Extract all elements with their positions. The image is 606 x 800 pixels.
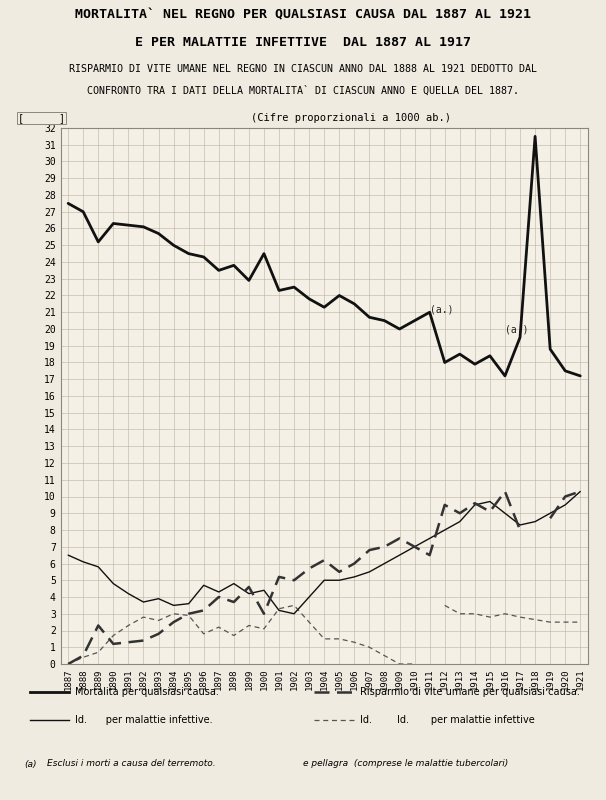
Text: CONFRONTO TRA I DATI DELLA MORTALITÀ DI CIASCUN ANNO E QUELLA DEL 1887.: CONFRONTO TRA I DATI DELLA MORTALITÀ DI… bbox=[87, 86, 519, 95]
Text: [      ]: [ ] bbox=[18, 113, 65, 122]
Text: (a.): (a.) bbox=[505, 324, 528, 334]
Text: (Cifre proporzionali a 1000 ab.): (Cifre proporzionali a 1000 ab.) bbox=[250, 113, 451, 122]
Text: Id.        Id.       per malattie infettive: Id. Id. per malattie infettive bbox=[360, 715, 534, 725]
Text: Mortalità per qualsiasi causa.: Mortalità per qualsiasi causa. bbox=[75, 686, 219, 698]
Text: e pellagra  (comprese le malattie tubercolari): e pellagra (comprese le malattie tuberco… bbox=[303, 759, 508, 769]
Text: (a.): (a.) bbox=[430, 304, 453, 314]
Text: RISPARMIO DI VITE UMANE NEL REGNO IN CIASCUN ANNO DAL 1888 AL 1921 DEDOTTO DAL: RISPARMIO DI VITE UMANE NEL REGNO IN CIA… bbox=[69, 65, 537, 74]
Text: Esclusi i morti a causa del terremoto.: Esclusi i morti a causa del terremoto. bbox=[47, 759, 215, 769]
Text: Id.      per malattie infettive.: Id. per malattie infettive. bbox=[75, 715, 213, 725]
Text: MORTALITÀ NEL REGNO PER QUALSIASI CAUSA DAL 1887 AL 1921: MORTALITÀ NEL REGNO PER QUALSIASI CAUSA… bbox=[75, 8, 531, 22]
Text: E PER MALATTIE INFETTIVE  DAL 1887 AL 1917: E PER MALATTIE INFETTIVE DAL 1887 AL 191… bbox=[135, 36, 471, 50]
Text: Risparmio di vite umane per qualsiasi causa.: Risparmio di vite umane per qualsiasi ca… bbox=[360, 687, 580, 697]
Text: (a): (a) bbox=[24, 759, 36, 769]
